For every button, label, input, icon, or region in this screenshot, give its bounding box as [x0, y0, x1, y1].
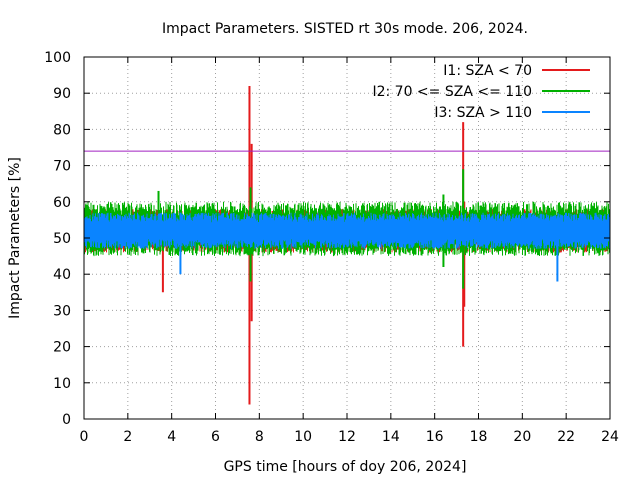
legend-label: I1: SZA < 70: [443, 63, 532, 79]
legend-label: I2: 70 <= SZA <= 110: [372, 84, 532, 100]
y-tick-label: 40: [53, 267, 71, 283]
x-tick-label: 18: [470, 429, 488, 445]
y-tick-label: 60: [53, 195, 71, 211]
x-tick-label: 14: [382, 429, 400, 445]
x-tick-label: 2: [123, 429, 132, 445]
y-tick-label: 70: [53, 159, 71, 175]
x-axis-label: GPS time [hours of doy 206, 2024]: [224, 459, 467, 475]
y-tick-label: 50: [53, 231, 71, 247]
y-tick-label: 20: [53, 340, 71, 356]
x-tick-label: 10: [294, 429, 312, 445]
x-tick-label: 0: [80, 429, 89, 445]
tick-layer: 0 2 4 6 8 10 12 14 16 18 20 22 240102030405060708090…: [44, 50, 619, 445]
y-tick-label: 10: [53, 376, 71, 392]
y-tick-label: 80: [53, 122, 71, 138]
y-tick-label: 0: [62, 412, 71, 428]
x-tick-label: 24: [601, 429, 619, 445]
y-tick-label: 30: [53, 303, 71, 319]
plot-frame: [83, 56, 611, 420]
x-tick-label: 6: [211, 429, 220, 445]
x-tick-label: 16: [426, 429, 444, 445]
y-tick-label: 90: [53, 86, 71, 102]
x-tick-label: 22: [557, 429, 575, 445]
series-layer: [83, 85, 611, 405]
chart-title: Impact Parameters. SISTED rt 30s mode. 2…: [162, 21, 528, 37]
legend-label: I3: SZA > 110: [434, 105, 532, 121]
y-tick-label: 100: [44, 50, 71, 66]
y-axis-label: Impact Parameters [%]: [7, 157, 23, 319]
series-3-trace: [83, 212, 611, 282]
x-tick-label: 4: [167, 429, 176, 445]
legend: I1: SZA < 70 I2: 70 <= SZA <= 110 I3: SZA …: [372, 63, 590, 121]
x-tick-label: 12: [338, 429, 356, 445]
x-tick-label: 20: [513, 429, 531, 445]
x-tick-label: 8: [255, 429, 264, 445]
